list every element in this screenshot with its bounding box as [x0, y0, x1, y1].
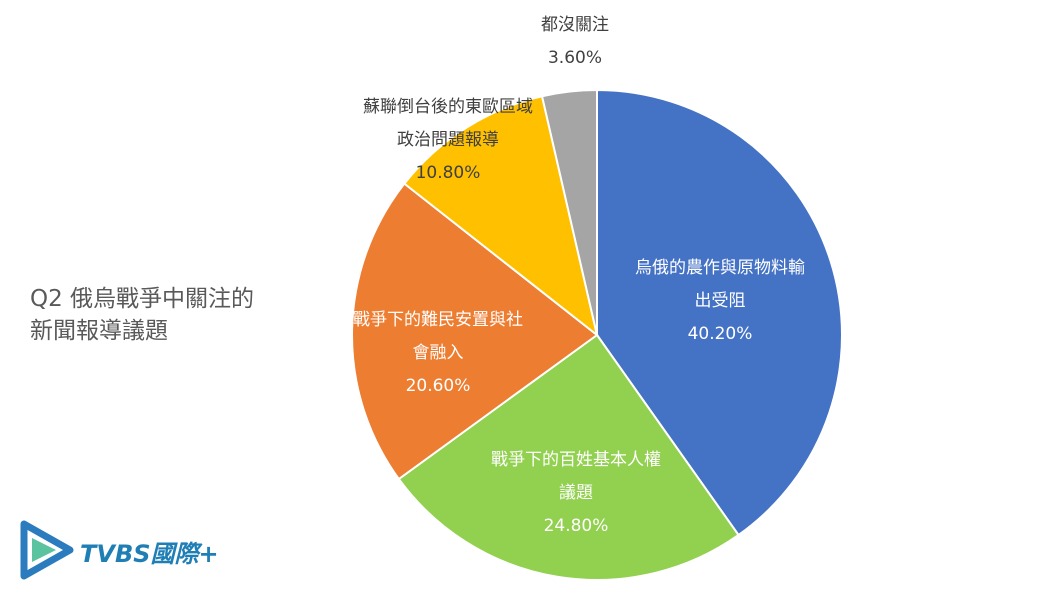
category-label: 烏俄的農作與原物料輸出受阻 [635, 257, 805, 311]
slice-label: 都沒關注 3.60% [515, 9, 635, 75]
pie-slice [540, 88, 598, 336]
pie-slice [397, 333, 740, 581]
value-label: 24.80% [543, 515, 609, 536]
slice-label: 戰爭下的百姓基本人權議題 24.80% [486, 444, 666, 543]
category-label: 戰爭下的百姓基本人權議題 [491, 449, 661, 503]
chart-title: Q2 俄烏戰爭中關注的新聞報導議題 [30, 286, 255, 344]
value-label: 3.60% [547, 48, 602, 68]
pie-slice [402, 95, 599, 338]
slice-label: 蘇聯倒台後的東歐區域政治問題報導 10.80% [361, 91, 536, 190]
category-label: 蘇聯倒台後的東歐區域政治問題報導 [363, 96, 533, 150]
category-label: 都沒關注 [541, 15, 609, 35]
logo-text: TVBS國際+ [80, 540, 219, 568]
pie-slice [351, 182, 599, 481]
logo-icon [20, 520, 74, 580]
pie-slice [596, 88, 843, 537]
logo: TVBS國際+ [18, 520, 258, 580]
value-label: 20.60% [405, 375, 471, 396]
slice-label: 戰爭下的難民安置與社會融入 20.60% [348, 304, 528, 403]
value-label: 10.80% [415, 162, 481, 183]
value-label: 40.20% [687, 323, 753, 344]
category-label: 戰爭下的難民安置與社會融入 [353, 309, 523, 363]
slice-label: 烏俄的農作與原物料輸出受阻 40.20% [630, 252, 810, 351]
